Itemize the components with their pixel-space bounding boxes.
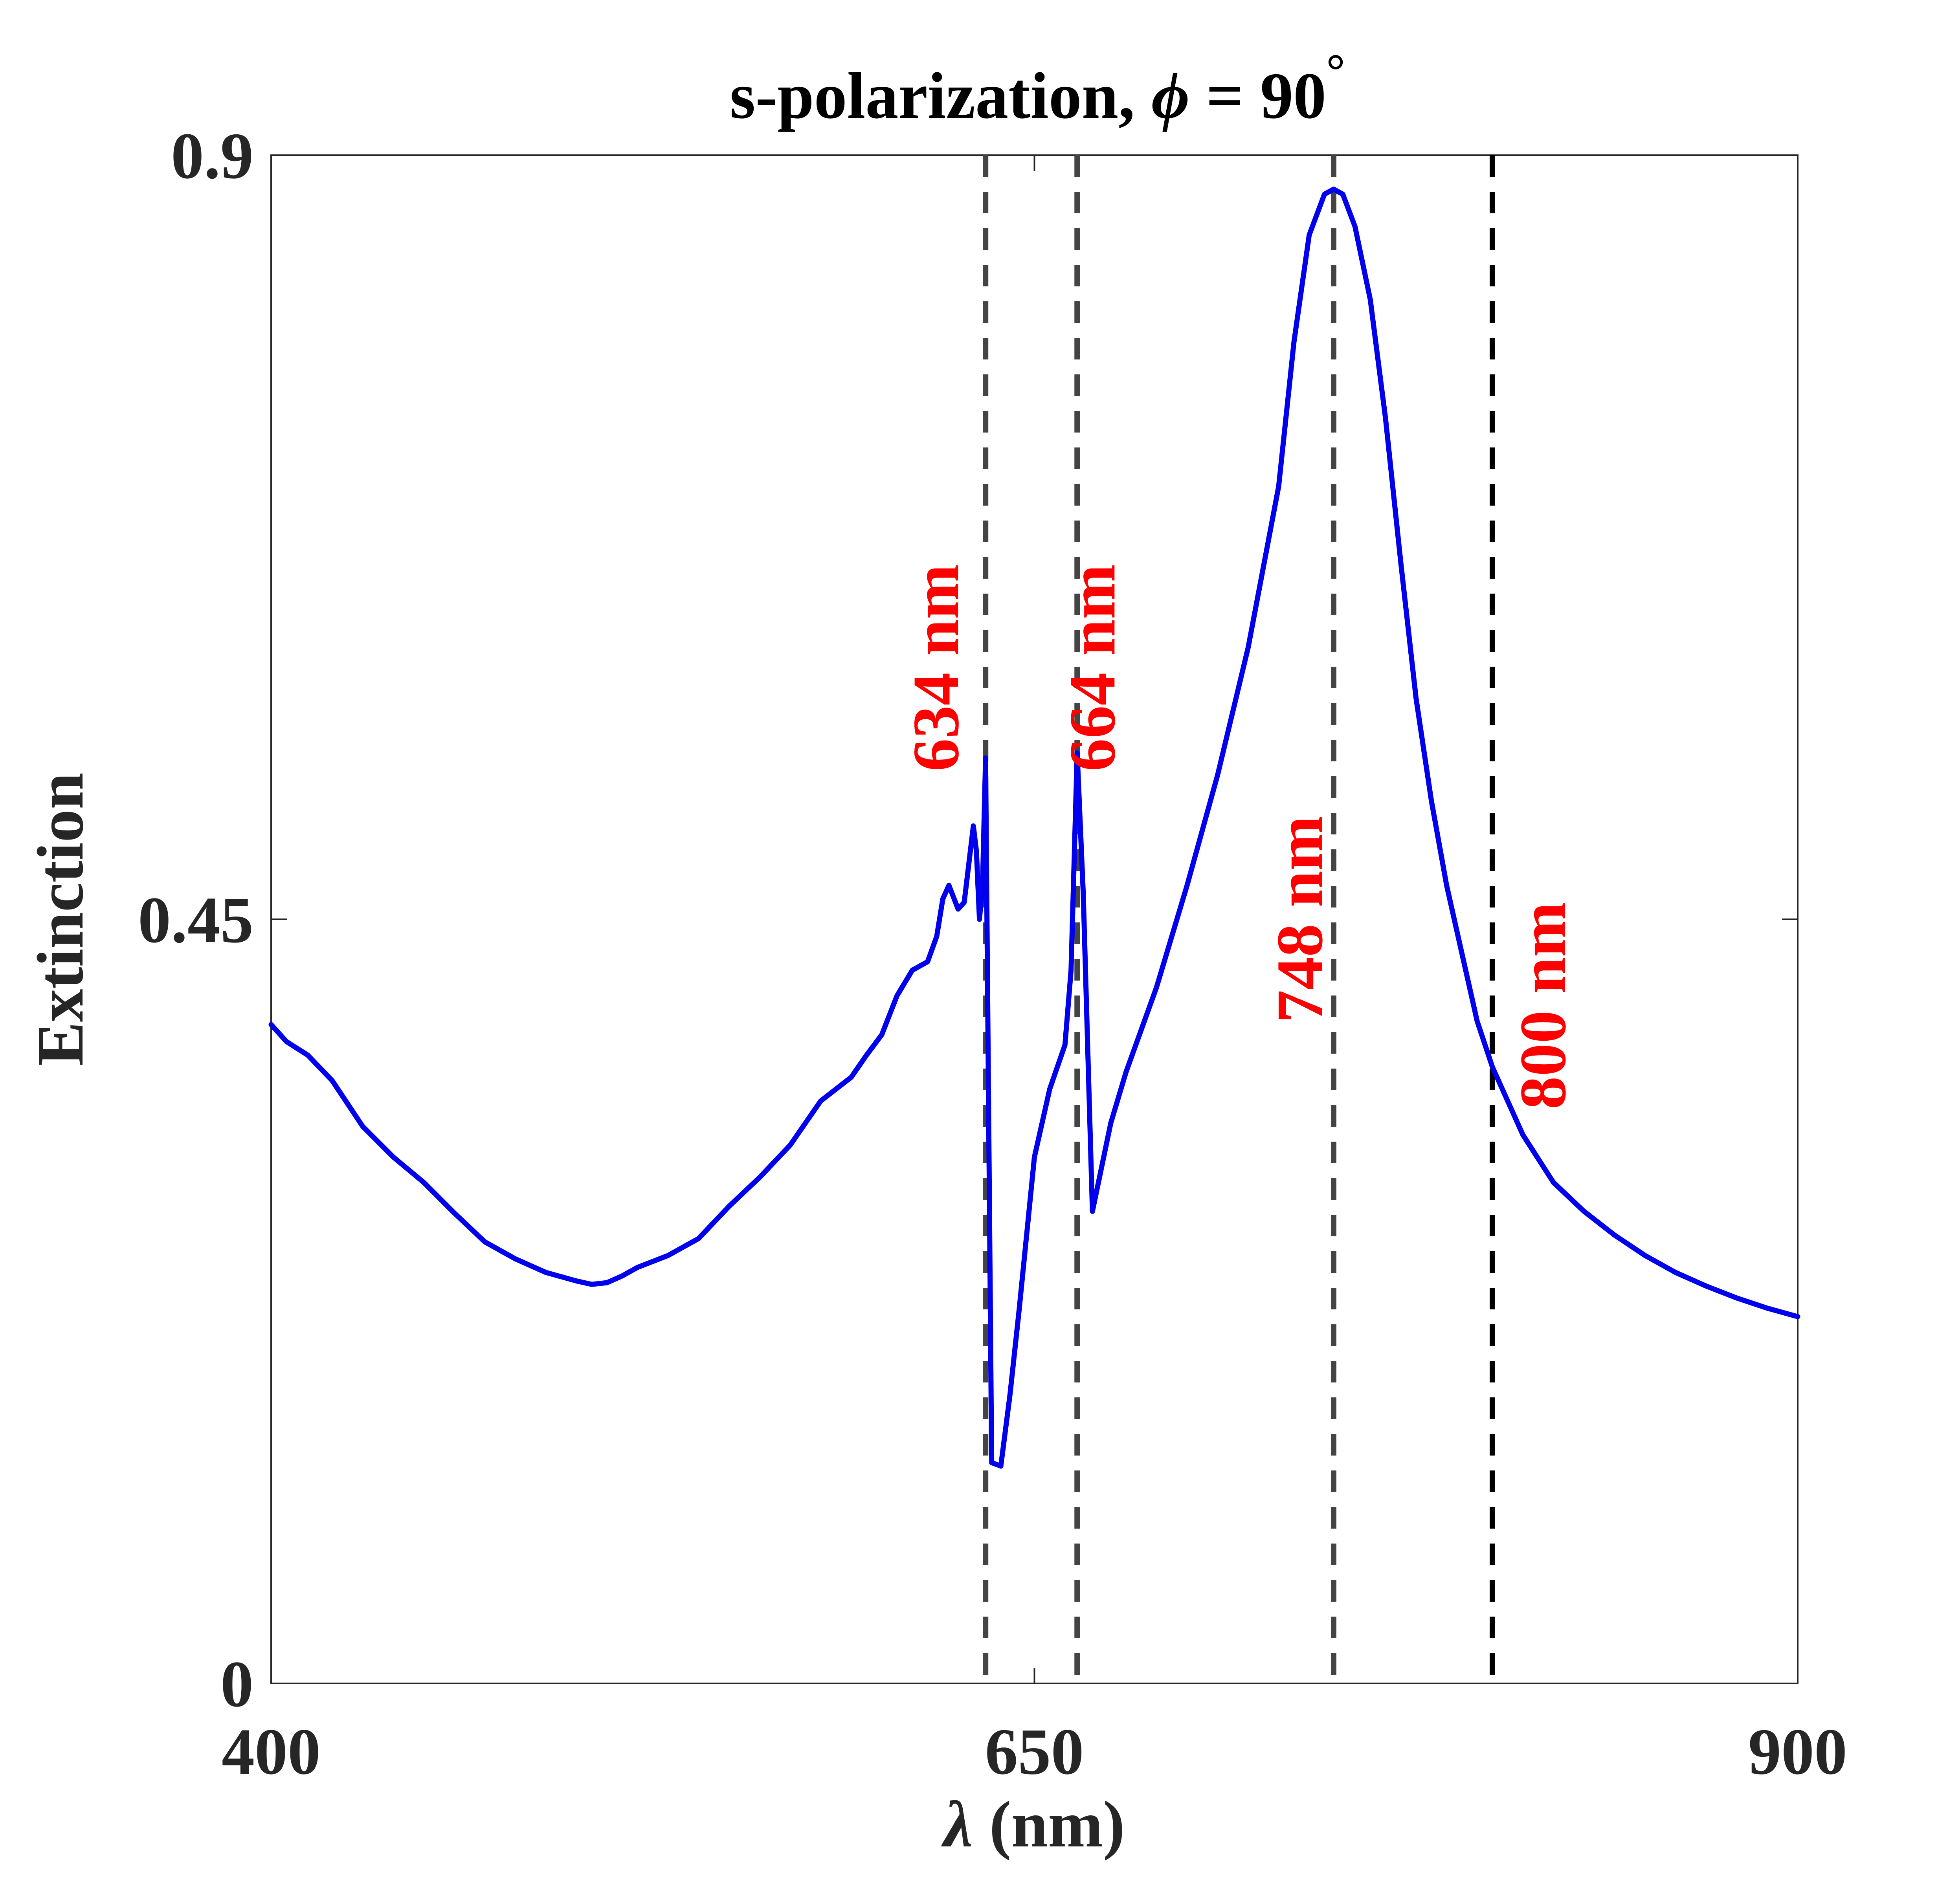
tick-labels: 400 650 900 0 0.45 0.9 bbox=[138, 119, 1847, 1788]
reference-line-label: 800 nm bbox=[1507, 902, 1580, 1109]
y-axis-label: Extinction bbox=[24, 773, 97, 1066]
x-axis-label: λ (nm) bbox=[941, 1788, 1125, 1861]
data-series bbox=[268, 186, 1800, 1469]
reference-line-label: 634 nm bbox=[899, 564, 973, 771]
reference-line-labels: 634 nm 664 nm 748 nm 800 nm bbox=[899, 564, 1580, 1109]
series-line bbox=[268, 186, 1800, 1469]
y-tick-label: 0.9 bbox=[171, 119, 253, 192]
x-tick-label: 400 bbox=[222, 1715, 321, 1788]
x-tick-label: 650 bbox=[985, 1715, 1084, 1788]
title-suffix: = 90 bbox=[1189, 59, 1326, 132]
title-degree: ° bbox=[1326, 44, 1345, 97]
y-tick-label: 0 bbox=[220, 1648, 253, 1721]
x-tick-label: 900 bbox=[1748, 1715, 1847, 1788]
axis-ticks bbox=[270, 154, 1799, 1684]
title-prefix: s-polarization, bbox=[730, 59, 1151, 132]
chart-title: s-polarization, ϕ = 90° bbox=[730, 44, 1345, 132]
x-axis-label-lambda: λ bbox=[941, 1788, 973, 1861]
reference-line-label: 748 nm bbox=[1263, 816, 1336, 1023]
x-axis-label-unit: (nm) bbox=[973, 1788, 1125, 1861]
reference-line-label: 664 nm bbox=[1056, 564, 1129, 771]
title-phi-symbol: ϕ bbox=[1151, 59, 1189, 132]
y-tick-label: 0.45 bbox=[138, 884, 253, 957]
